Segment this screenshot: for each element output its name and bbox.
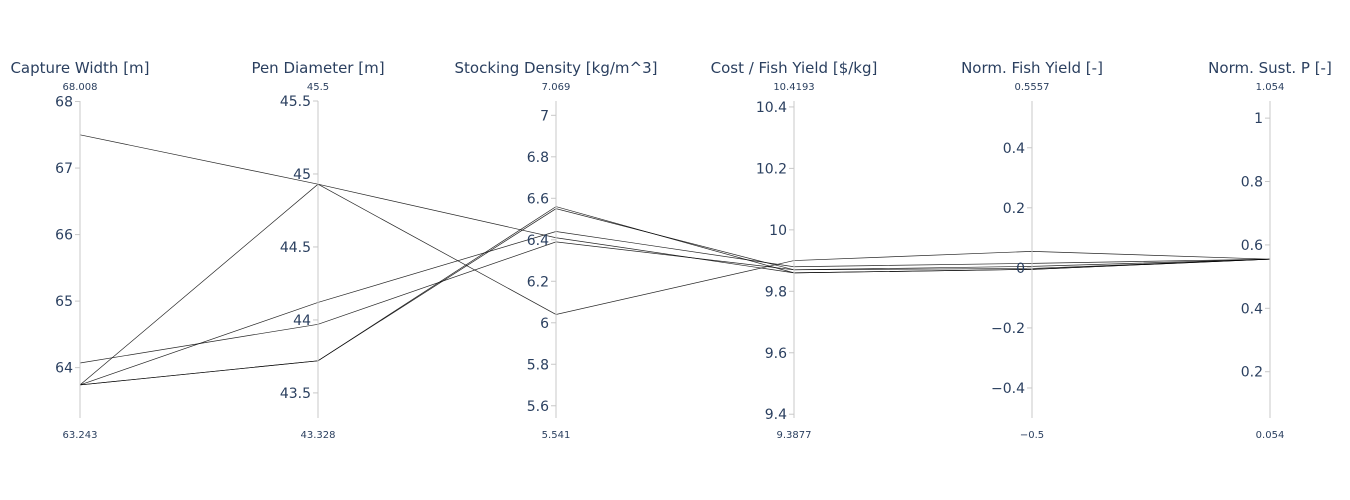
- axis-range-max-label: 7.069: [542, 82, 571, 93]
- axis-range-max-label: 68.008: [63, 82, 98, 93]
- axis-5[interactable]: Norm. Fish Yield [-] 0.5557 −0.5 −0.4 −0.2 0 0…: [961, 59, 1103, 441]
- axis-2[interactable]: Pen Diameter [m] 45.5 43.328 43.5 44 44.5 45 45…: [251, 59, 384, 441]
- tick-label: 7: [540, 108, 549, 124]
- tick-label: 0.8: [1241, 175, 1263, 191]
- tick-label: 10.4: [756, 100, 787, 116]
- tick-label: 9.8: [765, 284, 787, 300]
- tick-label: 0.2: [1003, 201, 1025, 217]
- axis-title: Norm. Fish Yield [-]: [961, 59, 1103, 77]
- tick-label: 9.6: [765, 346, 787, 362]
- data-line-1: [79, 134, 1271, 274]
- tick-label: 6.6: [527, 191, 549, 207]
- tick-label: 0: [1016, 261, 1025, 277]
- tick-label: 0.4: [1241, 301, 1263, 317]
- axis-range-min-label: 0.054: [1256, 430, 1285, 441]
- data-line-6: [79, 206, 1271, 386]
- tick-label: 0.6: [1241, 238, 1263, 254]
- data-lines: [79, 134, 1271, 386]
- tick-label: 1: [1254, 111, 1263, 127]
- axis-range-max-label: 45.5: [307, 82, 329, 93]
- axis-title: Stocking Density [kg/m^3]: [455, 59, 658, 77]
- axis-range-max-label: 0.5557: [1015, 82, 1050, 93]
- data-line-4: [79, 241, 1271, 364]
- tick-label: −0.2: [991, 321, 1025, 337]
- data-line-5: [79, 208, 1271, 386]
- axis-title: Cost / Fish Yield [$/kg]: [711, 59, 878, 77]
- axis-range-min-label: −0.5: [1020, 430, 1044, 441]
- axis-range-min-label: 5.541: [542, 430, 571, 441]
- axis-6[interactable]: Norm. Sust. P [-] 1.054 0.054 0.2 0.4 0.6 0.8 1: [1208, 59, 1332, 441]
- tick-label: 44.5: [280, 240, 311, 256]
- tick-label: 5.8: [527, 357, 549, 373]
- tick-label: 45: [293, 167, 311, 183]
- tick-label: 65: [55, 294, 73, 310]
- tick-label: 6.4: [527, 233, 549, 249]
- tick-label: 66: [55, 228, 73, 244]
- axis-1[interactable]: Capture Width [m] 68.008 63.243 64 65 66 67 68: [10, 59, 149, 441]
- tick-label: 0.4: [1003, 141, 1025, 157]
- tick-label: 43.5: [280, 386, 311, 402]
- axis-title: Capture Width [m]: [10, 59, 149, 77]
- axis-range-min-label: 43.328: [301, 430, 336, 441]
- data-line-3: [79, 231, 1271, 386]
- tick-label: 6.2: [527, 274, 549, 290]
- axis-4[interactable]: Cost / Fish Yield [$/kg] 10.4193 9.3877 9.4…: [711, 59, 878, 441]
- tick-label: 5.6: [527, 399, 549, 415]
- tick-label: 44: [293, 313, 311, 329]
- axis-range-max-label: 10.4193: [773, 82, 814, 93]
- tick-label: −0.4: [991, 381, 1025, 397]
- tick-label: 64: [55, 361, 73, 377]
- tick-label: 45.5: [280, 94, 311, 110]
- tick-label: 6.8: [527, 150, 549, 166]
- axis-3[interactable]: Stocking Density [kg/m^3] 7.069 5.541 5.6 5.…: [455, 59, 658, 441]
- tick-label: 10.2: [756, 161, 787, 177]
- data-line-2: [79, 183, 1271, 386]
- axis-title: Pen Diameter [m]: [251, 59, 384, 77]
- axis-range-min-label: 9.3877: [777, 430, 812, 441]
- tick-label: 9.4: [765, 407, 787, 423]
- tick-label: 6: [540, 316, 549, 332]
- tick-label: 68: [55, 95, 73, 111]
- tick-label: 0.2: [1241, 365, 1263, 381]
- axis-title: Norm. Sust. P [-]: [1208, 59, 1332, 77]
- axes: Capture Width [m]68.00863.2436465666768P…: [10, 59, 1331, 441]
- axis-range-max-label: 1.054: [1256, 82, 1285, 93]
- axis-range-min-label: 63.243: [63, 430, 98, 441]
- tick-label: 10: [769, 223, 787, 239]
- tick-label: 67: [55, 161, 73, 177]
